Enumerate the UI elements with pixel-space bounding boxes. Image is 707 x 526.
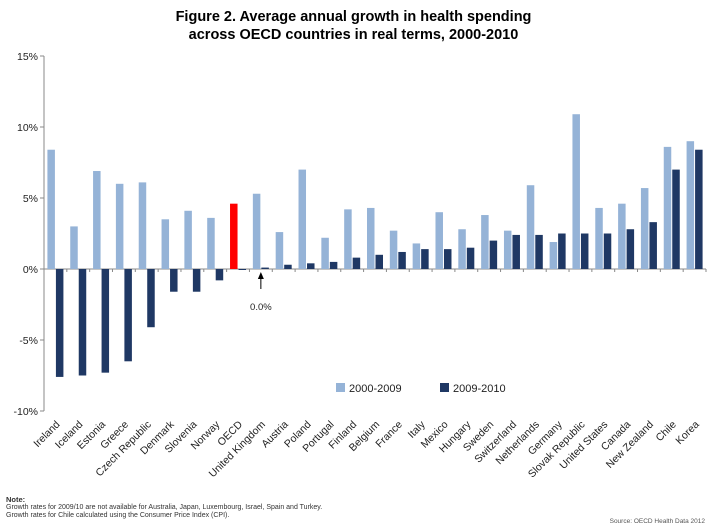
bar-2009-2010-slovak-republic — [580, 233, 589, 269]
bar-2009-2010-united-states — [603, 233, 612, 269]
bar-2000-2009-finland — [344, 209, 352, 269]
bar-2000-2009-netherlands — [526, 185, 535, 269]
bar-2009-2010-iceland — [78, 269, 87, 376]
bar-2009-2010-netherlands — [535, 234, 543, 269]
bar-2009-2010-poland — [307, 263, 315, 269]
chart-title-line-1: Figure 2. Average annual growth in healt… — [175, 9, 532, 25]
bar-2000-2009-austria — [275, 232, 284, 269]
bar-2000-2009-denmark — [161, 219, 170, 269]
note-line-2: Growth rates for Chile calculated using … — [6, 512, 230, 519]
y-tick-label: 0% — [23, 264, 38, 276]
bar-2000-2009-chile — [663, 146, 672, 269]
bar-2000-2009-ireland — [47, 149, 55, 269]
bar-2000-2009-portugal — [321, 237, 329, 269]
y-tick-label: 15% — [17, 51, 38, 63]
bar-2000-2009-hungary — [458, 229, 466, 269]
bar-2009-2010-sweden — [489, 240, 498, 269]
bar-2009-2010-austria — [284, 264, 292, 269]
chart-title-line-2: across OECD countries in real terms, 200… — [188, 27, 519, 43]
bar-2000-2009-united-kingdom — [252, 193, 261, 269]
y-tick-label: 10% — [17, 122, 38, 134]
notes-heading: Note: — [6, 495, 26, 504]
bar-2009-2010-germany — [558, 233, 566, 269]
legend-label-2000-2009: 2000-2009 — [349, 383, 402, 395]
y-tick-label: 5% — [23, 193, 38, 205]
bar-2009-2010-france — [398, 251, 406, 269]
annotation-label: 0.0% — [250, 302, 272, 313]
source-note: Source: OECD Health Data 2012 — [609, 518, 705, 525]
bar-2009-2010-oecd — [238, 269, 247, 270]
bar-2009-2010-mexico — [443, 249, 452, 269]
bar-2000-2009-switzerland — [503, 230, 512, 269]
bar-2009-2010-new-zealand — [649, 222, 657, 269]
bar-2000-2009-belgium — [367, 207, 375, 269]
bar-2000-2009-united-states — [595, 207, 603, 269]
bar-2000-2009-slovenia — [184, 210, 192, 269]
y-tick-label: -5% — [19, 335, 38, 347]
bar-2000-2009-oecd — [230, 203, 238, 269]
bar-2009-2010-united-kingdom — [261, 267, 269, 269]
bar-2000-2009-sweden — [481, 215, 489, 269]
bar-2000-2009-canada — [618, 203, 626, 269]
bar-2000-2009-mexico — [435, 212, 443, 269]
bar-2009-2010-belgium — [375, 254, 383, 269]
bar-2009-2010-czech-republic — [147, 269, 155, 328]
bar-2009-2010-switzerland — [512, 234, 520, 269]
bar-2009-2010-canada — [626, 229, 635, 269]
x-tick-label-korea: Korea — [673, 419, 701, 447]
bar-2009-2010-finland — [352, 257, 361, 269]
bar-2000-2009-korea — [686, 141, 695, 269]
bar-2000-2009-estonia — [93, 171, 101, 269]
bar-2009-2010-chile — [672, 169, 680, 269]
bar-2000-2009-france — [389, 230, 398, 269]
bar-2000-2009-iceland — [70, 226, 78, 269]
bar-2009-2010-greece — [124, 269, 132, 362]
bar-2009-2010-hungary — [466, 247, 475, 269]
bar-2000-2009-czech-republic — [138, 182, 147, 269]
bar-2000-2009-greece — [115, 183, 124, 269]
legend-swatch-2000-2009 — [336, 383, 345, 392]
bar-2009-2010-ireland — [55, 269, 64, 377]
bar-2000-2009-new-zealand — [640, 188, 649, 269]
bar-2009-2010-denmark — [170, 269, 178, 292]
chart-title: Figure 2. Average annual growth in healt… — [0, 8, 707, 44]
legend-swatch-2009-2010 — [440, 383, 449, 392]
bar-2000-2009-slovak-republic — [572, 114, 580, 269]
annotation-arrow-head — [257, 272, 264, 279]
note-line-1: Growth rates for 2009/10 are not availab… — [6, 504, 323, 511]
bar-2009-2010-estonia — [101, 269, 110, 373]
bar-2009-2010-slovenia — [192, 269, 201, 292]
chart-notes: Note: Growth rates for 2009/10 are not a… — [6, 496, 322, 520]
bar-2000-2009-germany — [549, 242, 558, 269]
bar-2009-2010-korea — [695, 149, 703, 269]
legend-label-2009-2010: 2009-2010 — [453, 383, 506, 395]
bar-2009-2010-norway — [215, 269, 224, 281]
y-tick-label: -10% — [13, 406, 38, 418]
bar-2000-2009-norway — [207, 217, 215, 269]
bar-2009-2010-italy — [421, 249, 429, 269]
bar-2000-2009-poland — [298, 169, 307, 269]
bar-2009-2010-portugal — [329, 261, 338, 269]
bar-2000-2009-italy — [412, 243, 421, 269]
